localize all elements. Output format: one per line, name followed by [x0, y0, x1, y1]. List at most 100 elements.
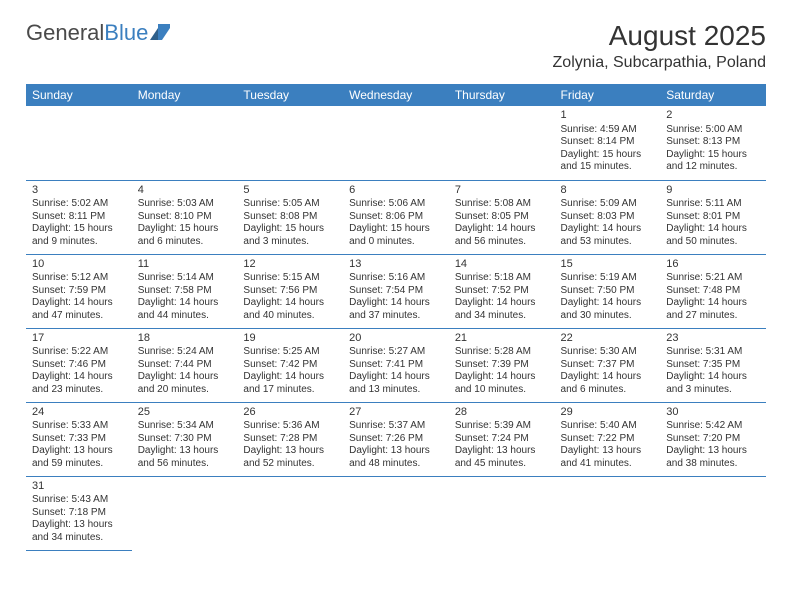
day-info-line: Sunset: 8:03 PM	[561, 211, 655, 224]
day-info-line: Daylight: 14 hours	[666, 297, 760, 310]
calendar-day: 24Sunrise: 5:33 AMSunset: 7:33 PMDayligh…	[26, 402, 132, 476]
calendar-day: 21Sunrise: 5:28 AMSunset: 7:39 PMDayligh…	[449, 328, 555, 402]
day-number: 22	[561, 332, 655, 346]
day-info-line: Daylight: 14 hours	[243, 371, 337, 384]
day-info-line: and 37 minutes.	[349, 310, 443, 323]
day-info-line: Sunset: 7:41 PM	[349, 359, 443, 372]
day-info-line: Sunset: 7:35 PM	[666, 359, 760, 372]
day-info-line: Sunset: 7:44 PM	[138, 359, 232, 372]
calendar-day: 22Sunrise: 5:30 AMSunset: 7:37 PMDayligh…	[555, 328, 661, 402]
day-info-line: Daylight: 14 hours	[32, 371, 126, 384]
calendar-day: 10Sunrise: 5:12 AMSunset: 7:59 PMDayligh…	[26, 254, 132, 328]
day-info-line: Sunset: 7:42 PM	[243, 359, 337, 372]
day-number: 2	[666, 109, 760, 123]
location: Zolynia, Subcarpathia, Poland	[553, 54, 766, 72]
day-info-line: Sunset: 7:26 PM	[349, 433, 443, 446]
calendar-empty	[132, 106, 238, 180]
day-info-line: Sunset: 7:24 PM	[455, 433, 549, 446]
day-number: 6	[349, 184, 443, 198]
day-info-line: and 23 minutes.	[32, 384, 126, 397]
calendar-day: 19Sunrise: 5:25 AMSunset: 7:42 PMDayligh…	[237, 328, 343, 402]
day-info-line: Daylight: 14 hours	[455, 371, 549, 384]
day-info-line: Sunrise: 5:06 AM	[349, 198, 443, 211]
calendar-day: 18Sunrise: 5:24 AMSunset: 7:44 PMDayligh…	[132, 328, 238, 402]
day-info-line: Daylight: 14 hours	[138, 297, 232, 310]
day-number: 9	[666, 184, 760, 198]
day-info-line: Sunrise: 5:34 AM	[138, 420, 232, 433]
day-info-line: Sunrise: 5:30 AM	[561, 346, 655, 359]
day-number: 11	[138, 258, 232, 272]
day-info-line: Sunrise: 5:27 AM	[349, 346, 443, 359]
day-info-line: Sunrise: 5:21 AM	[666, 272, 760, 285]
calendar-day: 23Sunrise: 5:31 AMSunset: 7:35 PMDayligh…	[660, 328, 766, 402]
day-info-line: and 48 minutes.	[349, 458, 443, 471]
day-info-line: and 40 minutes.	[243, 310, 337, 323]
day-number: 31	[32, 480, 126, 494]
day-number: 24	[32, 406, 126, 420]
day-number: 16	[666, 258, 760, 272]
day-info-line: Daylight: 14 hours	[349, 371, 443, 384]
day-number: 30	[666, 406, 760, 420]
day-info-line: and 27 minutes.	[666, 310, 760, 323]
day-number: 3	[32, 184, 126, 198]
calendar-day: 1Sunrise: 4:59 AMSunset: 8:14 PMDaylight…	[555, 106, 661, 180]
day-info-line: Sunset: 8:01 PM	[666, 211, 760, 224]
calendar-day: 30Sunrise: 5:42 AMSunset: 7:20 PMDayligh…	[660, 402, 766, 476]
day-info-line: and 30 minutes.	[561, 310, 655, 323]
calendar-day: 7Sunrise: 5:08 AMSunset: 8:05 PMDaylight…	[449, 180, 555, 254]
day-info-line: Sunrise: 5:24 AM	[138, 346, 232, 359]
logo: GeneralBlue	[26, 20, 172, 46]
day-info-line: Sunrise: 5:11 AM	[666, 198, 760, 211]
day-info-line: Daylight: 14 hours	[243, 297, 337, 310]
day-info-line: Sunset: 8:10 PM	[138, 211, 232, 224]
day-info-line: Sunset: 7:22 PM	[561, 433, 655, 446]
day-info-line: Sunrise: 5:14 AM	[138, 272, 232, 285]
calendar-empty	[449, 476, 555, 550]
calendar-empty	[237, 476, 343, 550]
calendar-empty	[343, 106, 449, 180]
weekday-row: SundayMondayTuesdayWednesdayThursdayFrid…	[26, 84, 766, 106]
day-number: 27	[349, 406, 443, 420]
day-info-line: Sunrise: 5:02 AM	[32, 198, 126, 211]
day-number: 19	[243, 332, 337, 346]
title-block: August 2025 Zolynia, Subcarpathia, Polan…	[553, 20, 766, 72]
calendar-day: 29Sunrise: 5:40 AMSunset: 7:22 PMDayligh…	[555, 402, 661, 476]
day-info-line: Sunset: 8:05 PM	[455, 211, 549, 224]
calendar-week: 10Sunrise: 5:12 AMSunset: 7:59 PMDayligh…	[26, 254, 766, 328]
calendar-day: 9Sunrise: 5:11 AMSunset: 8:01 PMDaylight…	[660, 180, 766, 254]
day-info-line: Sunset: 7:30 PM	[138, 433, 232, 446]
day-info-line: Sunrise: 5:09 AM	[561, 198, 655, 211]
day-info-line: Sunrise: 5:22 AM	[32, 346, 126, 359]
day-info-line: Sunset: 7:50 PM	[561, 285, 655, 298]
calendar-day: 5Sunrise: 5:05 AMSunset: 8:08 PMDaylight…	[237, 180, 343, 254]
day-info-line: Sunset: 7:37 PM	[561, 359, 655, 372]
day-info-line: and 0 minutes.	[349, 236, 443, 249]
day-info-line: and 9 minutes.	[32, 236, 126, 249]
day-info-line: Daylight: 14 hours	[561, 297, 655, 310]
day-info-line: Sunset: 8:14 PM	[561, 136, 655, 149]
day-info-line: Sunset: 8:06 PM	[349, 211, 443, 224]
calendar-empty	[132, 476, 238, 550]
day-info-line: Daylight: 14 hours	[32, 297, 126, 310]
day-info-line: Daylight: 13 hours	[138, 445, 232, 458]
calendar-week: 1Sunrise: 4:59 AMSunset: 8:14 PMDaylight…	[26, 106, 766, 180]
day-info-line: Daylight: 15 hours	[138, 223, 232, 236]
day-number: 21	[455, 332, 549, 346]
day-info-line: and 56 minutes.	[455, 236, 549, 249]
calendar-day: 12Sunrise: 5:15 AMSunset: 7:56 PMDayligh…	[237, 254, 343, 328]
day-info-line: Sunrise: 5:39 AM	[455, 420, 549, 433]
calendar-day: 25Sunrise: 5:34 AMSunset: 7:30 PMDayligh…	[132, 402, 238, 476]
day-info-line: and 17 minutes.	[243, 384, 337, 397]
header: GeneralBlue August 2025 Zolynia, Subcarp…	[26, 20, 766, 72]
day-info-line: Sunrise: 5:05 AM	[243, 198, 337, 211]
weekday-header: Monday	[132, 84, 238, 106]
calendar-day: 14Sunrise: 5:18 AMSunset: 7:52 PMDayligh…	[449, 254, 555, 328]
day-info-line: Sunset: 7:20 PM	[666, 433, 760, 446]
day-info-line: Daylight: 15 hours	[243, 223, 337, 236]
day-info-line: Daylight: 14 hours	[561, 371, 655, 384]
day-number: 20	[349, 332, 443, 346]
day-info-line: Sunset: 7:28 PM	[243, 433, 337, 446]
day-info-line: and 41 minutes.	[561, 458, 655, 471]
day-info-line: Sunset: 7:39 PM	[455, 359, 549, 372]
weekday-header: Sunday	[26, 84, 132, 106]
